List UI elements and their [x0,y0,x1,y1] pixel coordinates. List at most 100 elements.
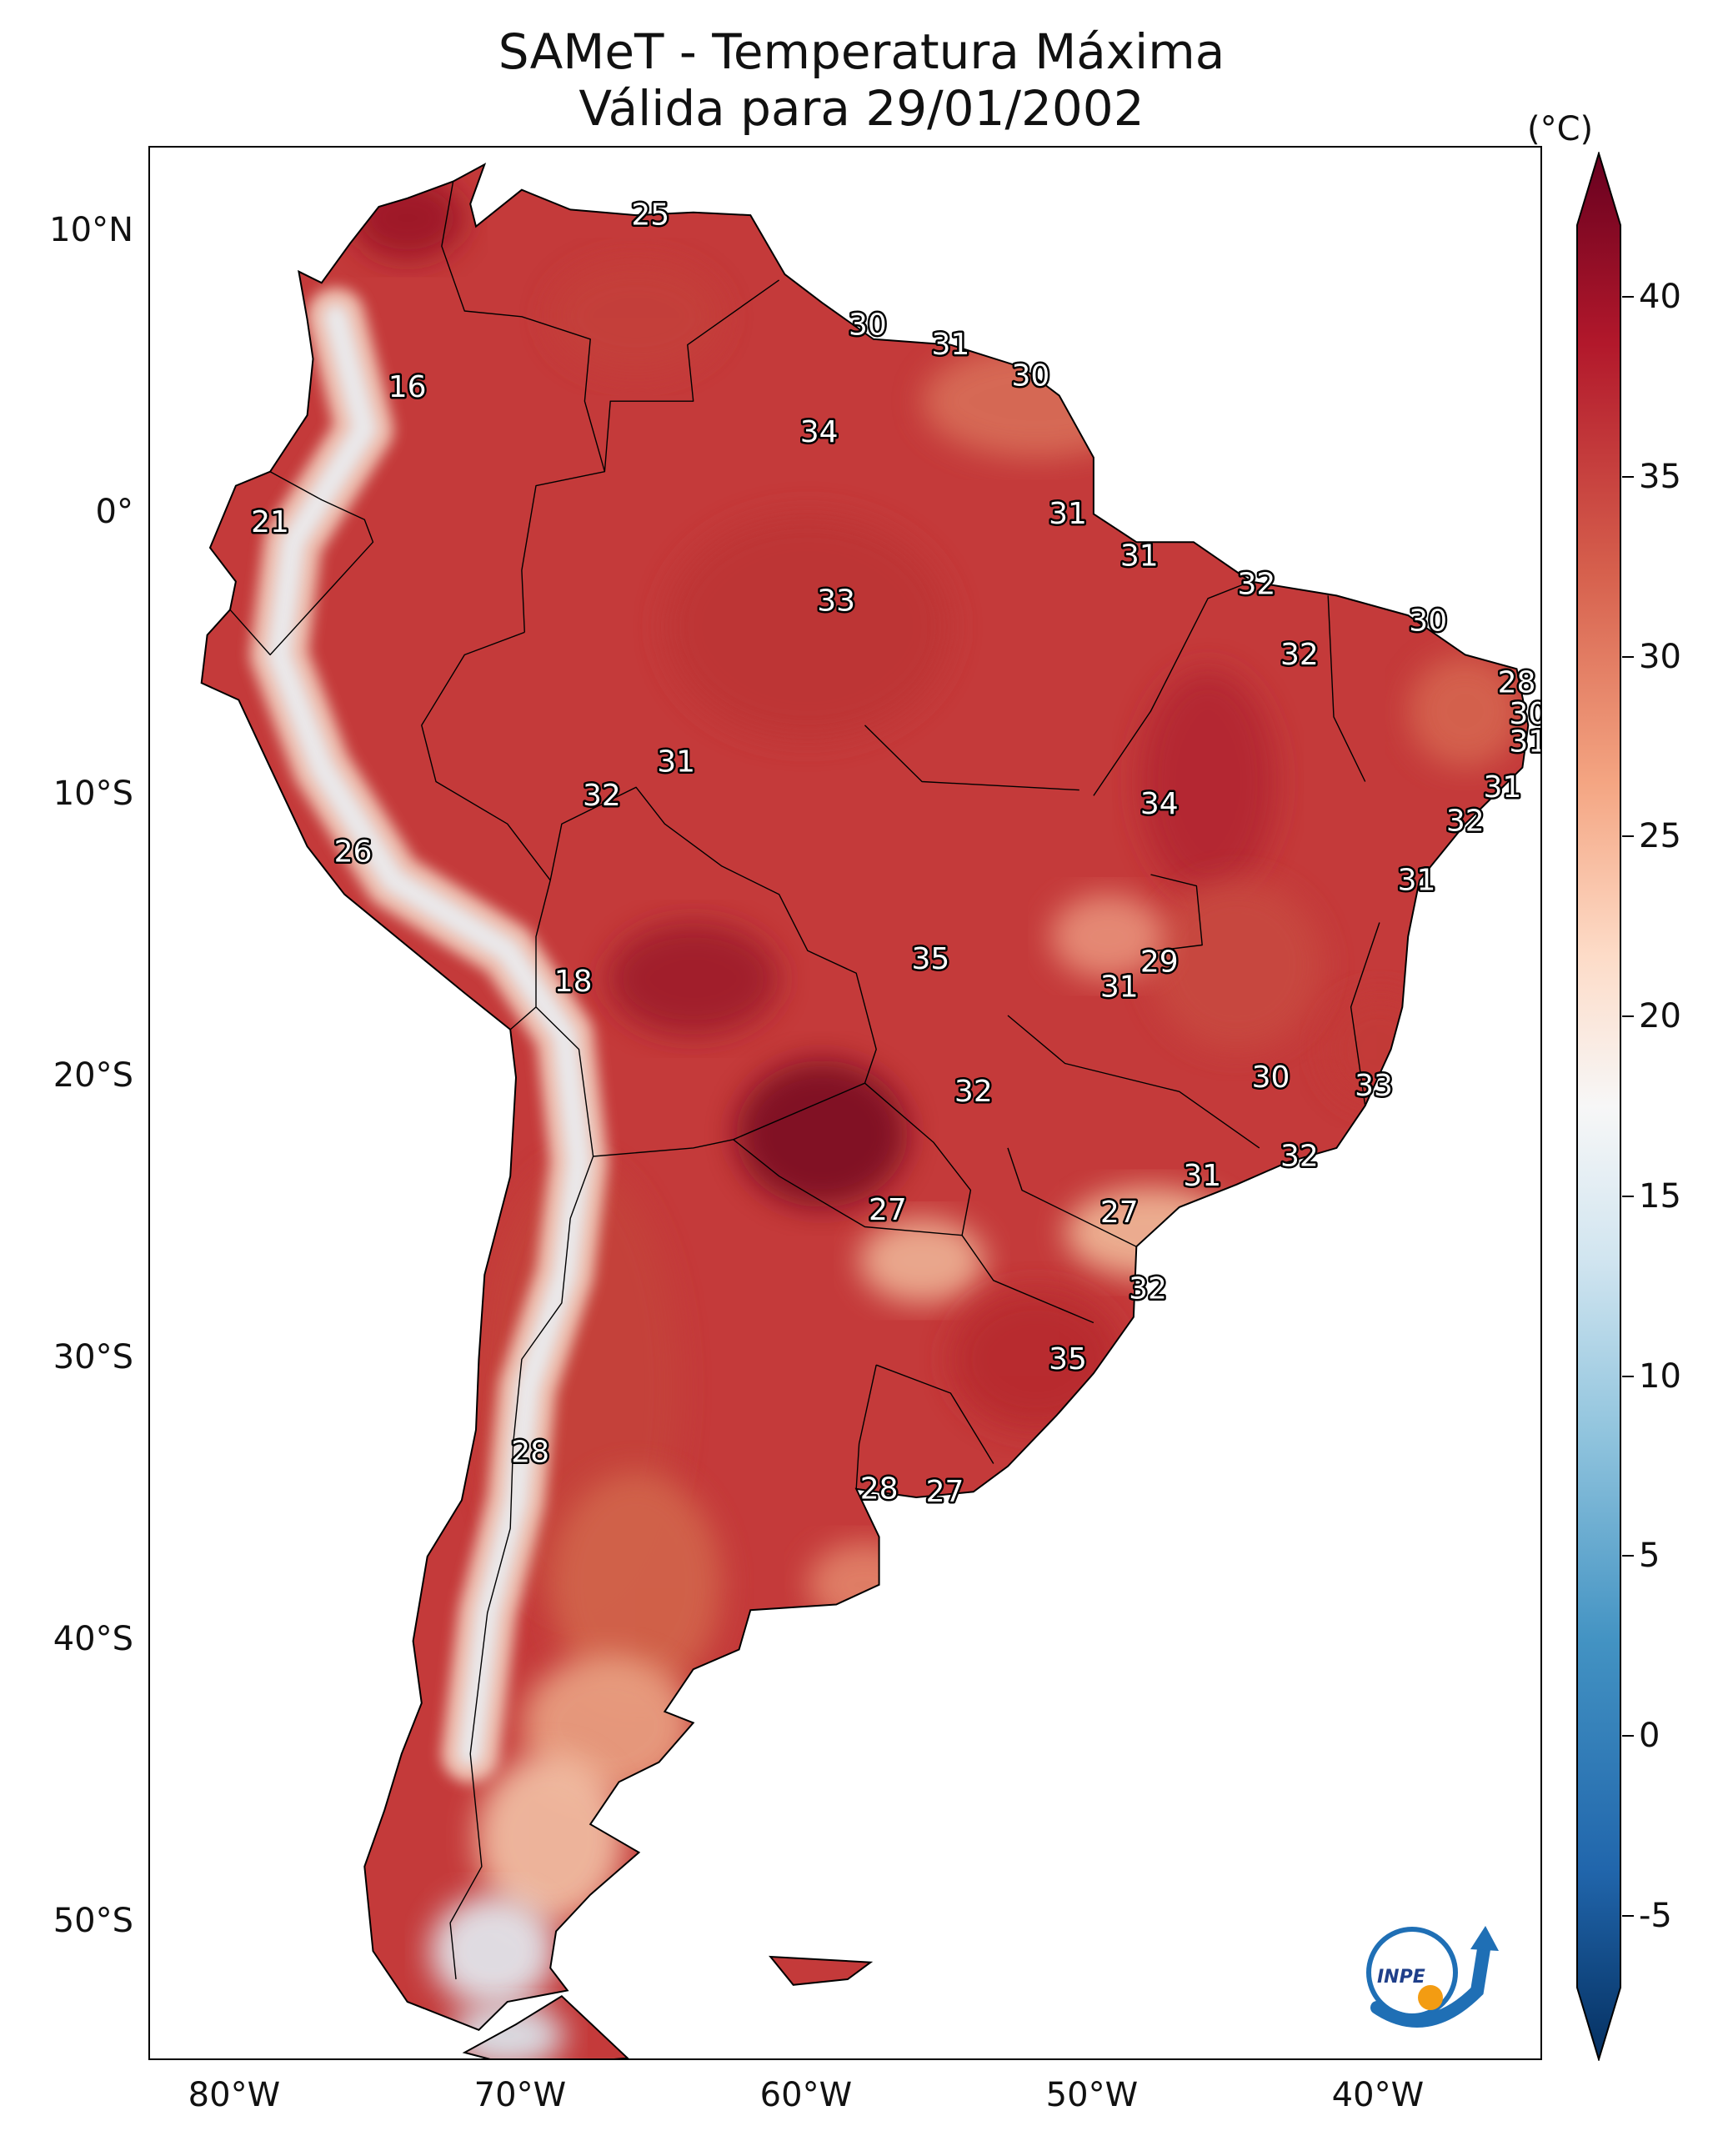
title-line-1: SAMeT - Temperatura Máxima [498,23,1225,80]
temperature-labels: 2516303130342131313233303228303131323431… [249,196,1540,1511]
temperature-label: 30 [849,308,887,342]
border-line [855,1365,877,1489]
colorbar-unit: (°C) [1527,110,1594,148]
colorbar-tick-mark [1622,1914,1634,1917]
border-line [1350,922,1380,1106]
lon-tick: 80°W [188,2076,281,2114]
colorbar-tick-mark [1622,296,1634,298]
inpe-logo: INPE [1366,1926,1499,2028]
temperature-field-region [1139,669,1277,895]
temperature-label: 27 [1100,1196,1139,1230]
lon-tick: 50°W [1045,2076,1139,2114]
land-fill [200,163,1530,2058]
border-line [1150,874,1203,951]
temperature-label: 31 [657,745,695,779]
temperature-field-region [807,1542,923,1627]
temperature-label: 32 [1238,567,1276,601]
temperature-label: 31 [931,328,969,362]
temperature-label: 34 [1140,787,1179,821]
title-line-2: Válida para 29/01/2002 [579,80,1144,137]
temperature-label: 30 [1509,697,1540,731]
temperature-label: 31 [1120,539,1159,574]
colorbar-tick: 10 [1639,1356,1681,1396]
colorbar [1576,152,1621,2061]
temperature-label: 35 [911,942,949,976]
colorbar-tick: 5 [1639,1537,1660,1576]
border-line [229,471,374,656]
colorbar-tick: 0 [1639,1717,1660,1755]
temperature-label: 32 [583,779,621,813]
colorbar-tick: 35 [1639,458,1681,496]
logo-swoosh [1370,1943,1490,2028]
colorbar-tick-mark [1622,476,1634,478]
lat-tick: 10°S [53,775,133,814]
colorbar-tick: 25 [1639,817,1681,856]
temperature-label: 31 [1183,1159,1221,1193]
border-line [961,1235,1094,1324]
border-line [1007,1015,1260,1149]
logo-arrow [1470,1926,1499,1951]
border-line [535,786,877,1157]
temperature-field-region [550,260,722,374]
temperature-field-region [550,1472,722,1698]
border-line [521,279,780,633]
lat-tick: 40°S [53,1620,133,1659]
border-line [421,631,551,881]
colorbar-tick-mark [1622,1195,1634,1197]
temperature-label: 31 [1100,970,1139,1005]
temperature-label: 28 [1498,666,1536,700]
border-line [1007,1147,1137,1247]
lon-tick: 70°W [473,2076,567,2114]
temperature-label: 27 [926,1475,964,1509]
temperature-field-region [350,175,465,261]
border-line [509,1006,537,1030]
temperature-label: 33 [1355,1069,1393,1103]
temperature-label: 31 [1483,770,1521,805]
temperature-field-region [430,1894,557,2008]
colorbar-tick-mark [1622,1555,1634,1557]
temperature-field-region [664,514,951,740]
border-line [441,181,606,472]
temperature-field-region [476,1753,625,1923]
map-panel: 2516303130342131313233303228303131323431… [148,146,1542,2060]
temperature-field-region [736,1060,908,1207]
temperature-label: 34 [800,415,839,449]
temperature-label: 31 [1049,497,1087,531]
colorbar-body [1576,152,1621,2061]
logo-sun [1418,1985,1443,2010]
temperature-label: 33 [817,584,855,619]
temperature-label: 32 [1129,1271,1167,1306]
temperature-label: 30 [1409,604,1447,638]
temperature-label: 25 [631,198,669,233]
temperature-label: 21 [251,505,289,539]
temperature-label: 30 [1012,358,1050,393]
temperature-label: 27 [869,1193,907,1227]
colorbar-tick: 20 [1639,997,1681,1036]
temperature-label: 30 [1252,1060,1290,1095]
lon-tick: 60°W [759,2076,853,2114]
temperature-field-region [1050,894,1165,980]
lat-tick: 30°S [53,1338,133,1377]
temperature-field-region [607,922,779,1035]
temperature-label: 18 [554,965,593,999]
map-title: SAMeT - Temperatura Máxima Válida para 2… [0,23,1723,137]
border-line [864,725,1079,791]
map-canvas: 2516303130342131313233303228303131323431… [200,163,1540,2058]
colorbar-tick: 15 [1639,1176,1681,1216]
lon-tick: 40°W [1331,2076,1425,2114]
border-line [449,1156,594,1980]
colorbar-tick: 30 [1639,637,1681,676]
temperature-label: 29 [1140,945,1179,979]
border-line [1093,580,1251,796]
colorbar-tick-mark [1622,1015,1634,1018]
lat-tick: 10°N [49,211,133,250]
temperature-label: 32 [1446,804,1485,838]
logo-text: INPE [1377,1967,1425,1988]
temperature-label: 26 [334,835,373,870]
temperature-field-region [859,1218,985,1303]
lat-tick: 0° [95,493,133,532]
country-borders [229,181,1380,1980]
temperature-label: 32 [1280,1140,1319,1174]
temperature-label: 35 [1049,1342,1087,1376]
colorbar-tick-mark [1622,655,1634,658]
